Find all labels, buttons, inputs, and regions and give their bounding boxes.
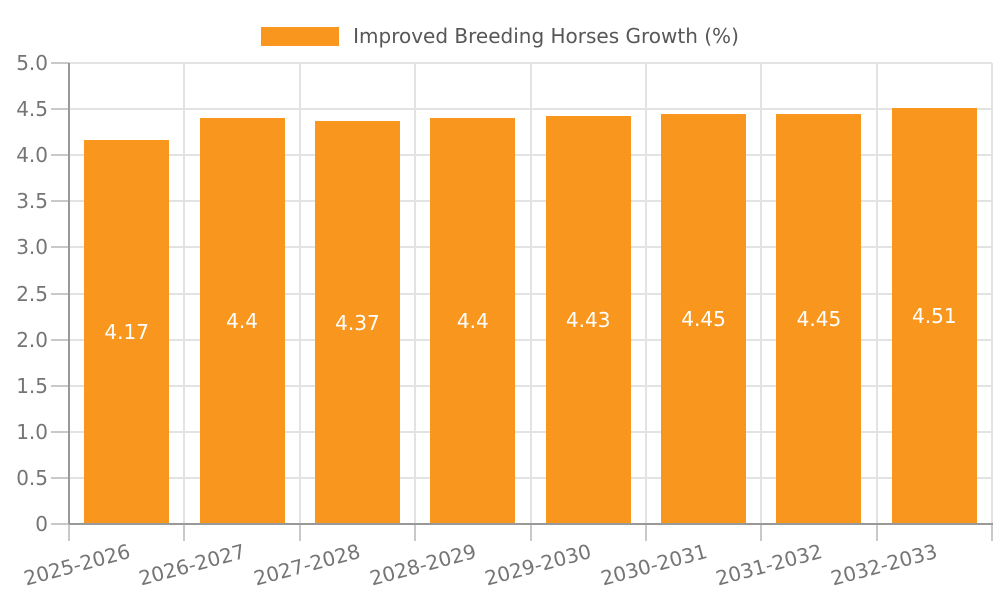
bar-value-label: 4.43 [565,307,611,332]
bar[interactable] [891,108,977,523]
bar-value-label: 4.37 [335,310,380,335]
y-tick [51,523,69,525]
x-tick [529,524,532,541]
bar-value-label: 4.45 [681,306,726,331]
bar-value-label: 4.51 [912,304,957,329]
y-tick-label: 0 [35,512,48,536]
x-tick [991,524,993,541]
y-tick [51,200,69,203]
bar-value-label: 4.17 [104,319,149,344]
y-tick-label: 2.0 [16,327,48,352]
legend[interactable]: Improved Breeding Horses Growth (%) [0,22,1000,50]
y-tick [51,62,69,64]
v-gridline [991,63,993,524]
x-tick [68,524,70,541]
y-tick-label: 5.0 [16,51,48,75]
y-tick [51,246,69,249]
x-axis-line [69,523,993,525]
y-tick [51,430,69,433]
bar[interactable] [661,113,747,523]
y-tick-label: 3.0 [16,235,48,260]
y-tick-label: 4.5 [16,97,48,122]
v-gridline [298,63,301,524]
y-tick-label: 1.5 [16,373,48,398]
x-tick-label: 2030-2031 [597,539,710,591]
v-gridline [875,63,878,524]
y-tick-label: 0.5 [16,465,48,490]
bar[interactable] [199,118,285,523]
x-tick [183,524,186,541]
bar-value-label: 4.4 [226,309,258,334]
y-tick [51,338,69,341]
x-tick-label: 2032-2033 [828,539,941,591]
x-tick-label: 2025-2026 [20,539,133,591]
v-gridline [414,63,417,524]
v-gridline [644,63,647,524]
legend-swatch-icon [261,26,340,46]
legend-label: Improved Breeding Horses Growth (%) [353,24,739,48]
y-tick [51,108,69,111]
x-tick-label: 2031-2032 [713,539,825,591]
y-tick [51,154,69,157]
x-tick [414,524,417,541]
x-tick [760,524,763,541]
v-gridline [529,63,532,524]
x-tick [298,524,301,541]
bar[interactable] [84,139,170,523]
bar-value-label: 4.45 [796,306,842,331]
y-tick [51,476,69,479]
bar[interactable] [545,115,631,523]
bar-value-label: 4.4 [456,309,489,334]
x-tick-label: 2028-2029 [366,539,479,591]
y-tick-label: 3.5 [16,189,48,214]
bar[interactable] [776,113,862,523]
y-axis-line [68,63,70,524]
x-tick-label: 2027-2028 [251,539,364,591]
y-tick-label: 2.5 [16,281,48,306]
bar[interactable] [314,121,400,523]
y-tick-label: 4.0 [16,143,48,168]
y-tick [51,384,69,387]
x-tick-label: 2026-2027 [136,539,248,591]
x-tick [644,524,647,541]
y-tick-label: 1.0 [16,419,48,444]
y-tick [51,292,69,295]
v-gridline [760,63,763,524]
x-tick [875,524,878,541]
x-tick-label: 2029-2030 [482,539,594,591]
v-gridline [183,63,186,524]
bar[interactable] [430,118,516,523]
